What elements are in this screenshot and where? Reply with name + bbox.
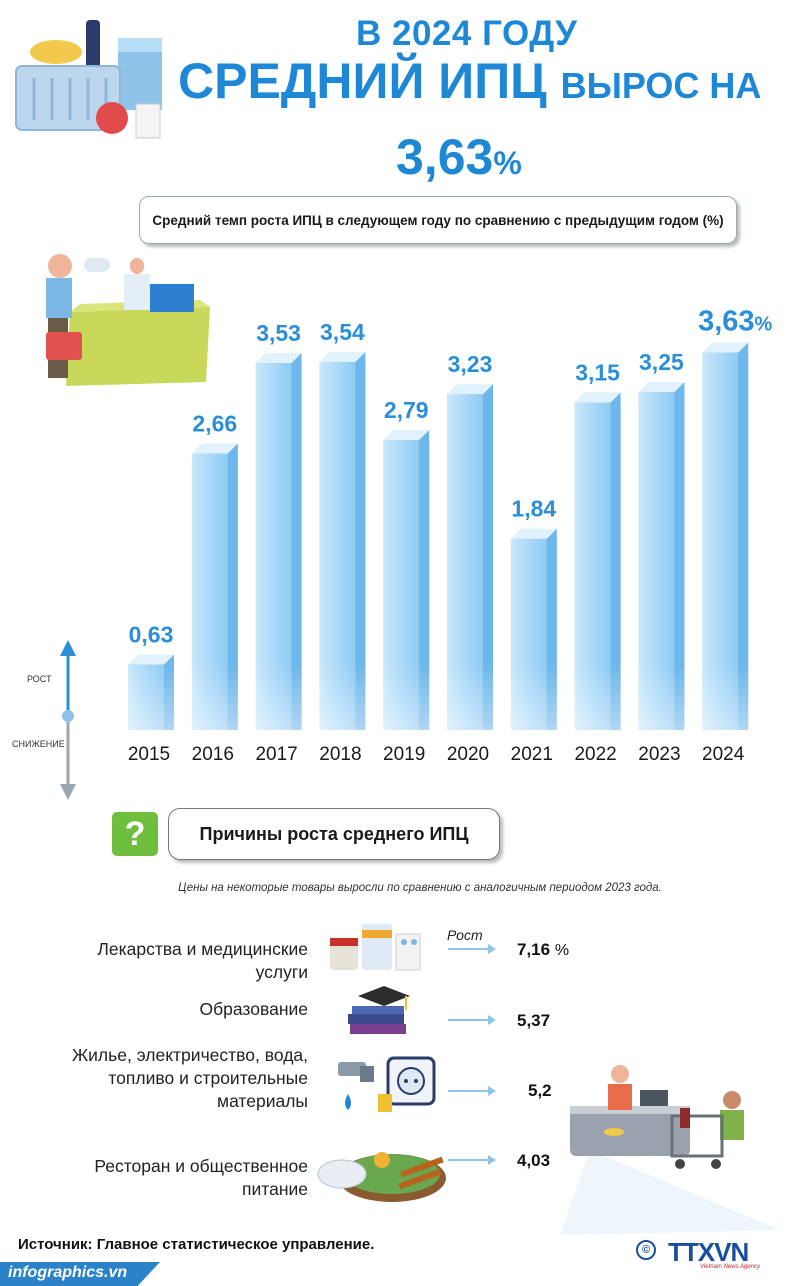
year-tick-label: 2022 <box>574 744 616 765</box>
supermarket-illustration <box>560 1065 780 1235</box>
year-tick-label: 2018 <box>319 744 361 765</box>
bar-value-label: 3,25 <box>639 349 684 375</box>
reason-item-label-line: Образование <box>199 999 308 1019</box>
reasons-note: Цены на некоторые товары выросли по срав… <box>178 882 662 894</box>
bar-value-label: 3,63% <box>698 305 772 337</box>
reason-item-value: 5,2 <box>528 1081 552 1100</box>
bar-value-label: 3,23 <box>448 351 493 377</box>
bar-value-label: 3,53 <box>256 320 301 346</box>
headline-value-number: 3,63 <box>396 129 494 185</box>
year-tick-label: 2023 <box>638 744 680 765</box>
utilities-icon <box>338 1056 436 1112</box>
year-tick-label: 2020 <box>447 744 489 765</box>
axis-label-down: СНИЖЕНИЕ <box>12 739 65 749</box>
headline-value-unit: % <box>493 145 522 181</box>
bar-value-label: 1,84 <box>511 496 556 522</box>
bar-value-label: 3,15 <box>575 359 620 385</box>
headline-line2-small: ВЫРОС НА <box>560 65 762 106</box>
footer-site-link[interactable]: infographics.vn <box>8 1264 128 1281</box>
bar-2017 <box>255 352 302 730</box>
reason-item-label-line: топливо и строительные <box>108 1068 308 1088</box>
year-tick-label: 2016 <box>192 744 234 765</box>
arrow-icon <box>448 1086 496 1096</box>
bar-2015 <box>128 654 174 730</box>
question-icon: ? <box>112 812 158 856</box>
year-tick-label: 2019 <box>383 744 425 765</box>
bar-2016 <box>191 443 238 730</box>
axis-label-up: РОСТ <box>27 674 52 684</box>
reason-item-value: 5,37 <box>517 1011 551 1030</box>
source-note: Источник: Главное статистическое управле… <box>18 1236 375 1253</box>
reason-item-label: Жилье, электричество, вода, топливо и ст… <box>30 1044 308 1113</box>
bar-value-unit: % <box>755 313 773 335</box>
cpi-bar-chart: 0,63 2015 2,66 2016 3,53 2017 3,54 2018 2,79 2019… <box>128 305 773 765</box>
shopping-basket-illustration <box>15 20 162 139</box>
reason-item-label-line: питание <box>242 1179 308 1199</box>
chart-subtitle: Средний темп роста ИПЦ в следующем году … <box>139 196 737 244</box>
year-tick-label: 2024 <box>702 744 745 765</box>
reason-item-unit: % <box>554 942 570 959</box>
headline-value: 3,63% <box>396 128 522 186</box>
ttxvn-logo: TTXVN <box>668 1237 749 1267</box>
reason-item-label-line: материалы <box>217 1091 308 1111</box>
reason-item-label: Ресторан и общественное питание <box>30 1155 308 1201</box>
bar-2021 <box>510 528 557 730</box>
year-tick-label: 2021 <box>511 744 553 765</box>
headline-line1: В 2024 ГОДУ <box>356 14 578 53</box>
headline-line2-big: СРЕДНИЙ ИПЦ <box>178 53 547 109</box>
year-tick-label: 2015 <box>128 744 170 765</box>
medicine-icon <box>330 924 421 971</box>
reason-item-label-line: Лекарства и медицинские <box>97 939 308 959</box>
bar-value-label: 2,79 <box>384 397 429 423</box>
reason-item-value-number: 7,16 <box>517 940 551 959</box>
bar-2023 <box>638 382 685 730</box>
reason-item-value: 4,03 <box>517 1151 551 1170</box>
rost-label: Рост <box>447 927 483 943</box>
copyright-icon: © <box>636 1240 656 1260</box>
arrow-icon <box>448 1155 496 1165</box>
trend-axis-arrow <box>60 640 76 800</box>
bar-value-label: 2,66 <box>192 410 237 436</box>
bar-value-label: 3,54 <box>320 319 365 345</box>
food-icon <box>317 1152 446 1202</box>
arrow-icon <box>448 1015 496 1025</box>
reason-item-value: 7,16 % <box>517 940 569 960</box>
bar-2018 <box>319 351 366 730</box>
arrow-icon <box>448 944 496 954</box>
reasons-title: Причины роста среднего ИПЦ <box>168 808 500 860</box>
reason-item-label-line: Ресторан и общественное <box>94 1156 308 1176</box>
education-icon <box>348 986 410 1034</box>
footer-bar <box>0 1262 160 1286</box>
bar-2024 <box>702 342 749 730</box>
reason-item-label: Образование <box>30 998 308 1021</box>
reason-item-label-line: услуги <box>255 962 308 982</box>
year-tick-label: 2017 <box>255 744 297 765</box>
bar-2019 <box>383 429 430 730</box>
bar-value-label: 0,63 <box>129 621 174 647</box>
ttxvn-logo-subtitle: Vietnam News Agency <box>700 1264 761 1270</box>
headline-line2: СРЕДНИЙ ИПЦ ВЫРОС НА <box>178 52 761 110</box>
bar-2022 <box>574 392 621 730</box>
bar-2020 <box>447 384 493 730</box>
reason-item-label-line: Жилье, электричество, вода, <box>71 1045 308 1065</box>
cashier-illustration <box>46 254 210 386</box>
reason-item-label: Лекарства и медицинские услуги <box>30 938 308 984</box>
